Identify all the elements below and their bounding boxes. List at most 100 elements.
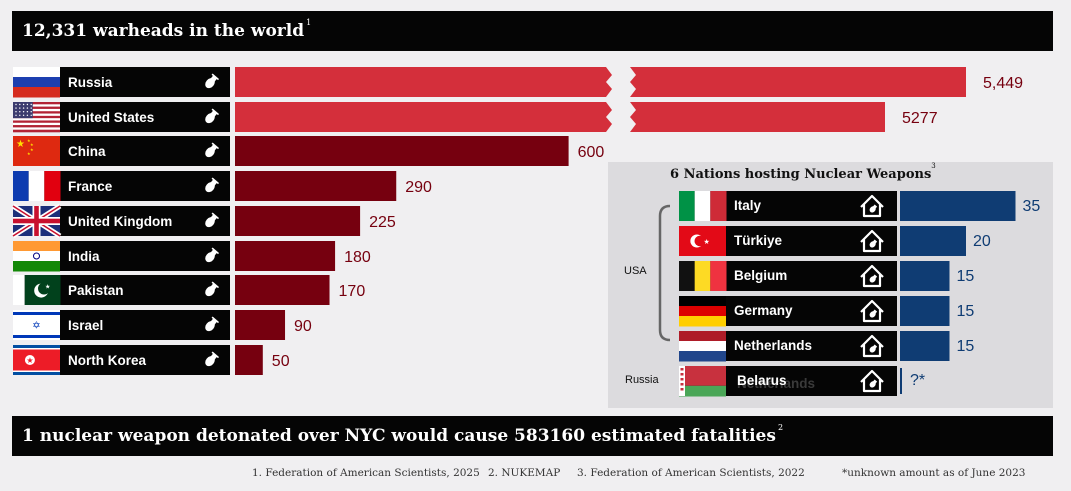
footer-note: *unknown amount as of June 2023 [842,467,1026,479]
svg-text:★: ★ [26,356,33,365]
country-label-india: India [68,249,100,264]
flag-belarus [679,366,726,397]
bar-china [235,136,569,166]
country-label-israel: Israel [68,318,103,333]
bar-germany [900,296,950,326]
host-house-icon [860,369,884,393]
warhead-icon [205,281,220,297]
flag-turkiye: ★ [679,226,726,256]
value-label-united-states: 5277 [902,110,938,127]
ghost-label: Netherlands [737,376,815,391]
bar-north-korea [235,345,263,375]
host-label-netherlands: Netherlands [734,338,812,353]
flag-france [13,171,61,201]
bar-united-kingdom [235,206,361,236]
usa-bracket [658,204,671,342]
host-label-turkiye: Türkiye [734,233,783,248]
bar-turkiye [900,226,966,256]
value-label-belgium: 15 [957,268,975,285]
warhead-icon [205,316,220,332]
warhead-icon [205,142,220,158]
host-label-belarus: Belarus [737,373,787,388]
bar-united-states-segment-1 [235,102,612,132]
host-house-icon [860,264,884,288]
footer-source-3: 3. Federation of American Scientists, 20… [577,467,805,479]
hosting-title-text: 6 Nations hosting Nuclear Weapons [670,167,932,182]
value-label-india: 180 [344,249,371,266]
country-label-france: France [68,179,113,194]
bar-india [235,241,336,271]
bar-pakistan [235,275,330,305]
value-label-united-kingdom: 225 [369,214,396,231]
value-label-russia: 5,449 [983,75,1023,92]
svg-text:★: ★ [703,238,709,246]
value-label-germany: 15 [957,303,975,320]
flag-united-kingdom [11,203,62,239]
warhead-icon [205,177,220,193]
bar-russia-segment-1 [235,67,612,97]
host-house-icon [860,299,884,323]
country-label-pakistan: Pakistan [68,283,124,298]
bar-netherlands [900,331,950,361]
value-label-israel: 90 [294,318,312,335]
warhead-icon [205,73,220,89]
country-label-united-states: United States [68,110,154,125]
svg-text:★: ★ [27,151,31,156]
flag-pakistan: ★ [13,275,61,305]
value-label-belarus: ?* [910,372,925,389]
top-banner-title: 12,331 warheads in the world [22,21,305,41]
value-label-pakistan: 170 [339,283,366,300]
flag-netherlands [679,331,726,362]
top-banner: 12,331 warheads in the world 1 [12,11,1053,51]
country-label-united-kingdom: United Kingdom [68,214,172,229]
flag-italy [679,191,727,221]
bar-italy [900,191,1016,221]
flag-india [13,241,60,272]
host-label-germany: Germany [734,303,793,318]
bottom-banner-text: 1 nuclear weapon detonated over NYC woul… [22,426,776,446]
value-label-france: 290 [405,179,432,196]
bar-belarus [900,368,902,394]
country-label-china: China [68,144,106,159]
value-label-china: 600 [578,144,605,161]
svg-text:★: ★ [30,147,34,152]
svg-text:★: ★ [45,284,50,291]
footer-source-1: 1. Federation of American Scientists, 20… [252,467,480,479]
flag-russia [13,67,60,98]
footer-source-2: 2. NUKEMAP [488,467,561,479]
flag-germany [679,296,726,327]
host-house-icon [860,229,884,253]
group-label-usa: USA [624,265,647,277]
flag-israel: ✡ [13,310,60,340]
host-house-icon [860,334,884,358]
hosting-title-note: 3 [931,162,936,170]
host-label-italy: Italy [734,198,762,213]
bar-belgium [900,261,950,291]
svg-text:★: ★ [30,142,34,147]
bar-france [235,171,397,201]
bar-united-states-segment-2 [630,102,885,132]
country-label-russia: Russia [68,75,113,90]
svg-text:★: ★ [27,138,31,143]
flag-united-states [13,102,60,133]
svg-text:✡: ✡ [32,321,40,332]
flag-china: ★ ★★★★ [13,136,60,166]
warhead-icon [205,247,220,263]
top-banner-note: 1 [306,18,312,27]
flag-belgium [679,261,727,291]
host-label-belgium: Belgium [734,268,787,283]
flag-north-korea: ★ [13,345,60,375]
value-label-north-korea: 50 [272,353,290,370]
warhead-icon [205,108,220,124]
bottom-banner: 1 nuclear weapon detonated over NYC woul… [12,416,1053,456]
bar-israel [235,310,286,340]
bottom-banner-note: 2 [777,423,784,432]
warhead-icon [205,351,220,367]
warhead-icon [205,212,220,228]
group-label-russia: Russia [625,374,660,386]
svg-text:★: ★ [16,139,25,150]
hosting-panel-title: 6 Nations hosting Nuclear Weapons3 [670,162,936,182]
bar-russia-segment-2 [630,67,966,97]
host-house-icon [860,194,884,218]
